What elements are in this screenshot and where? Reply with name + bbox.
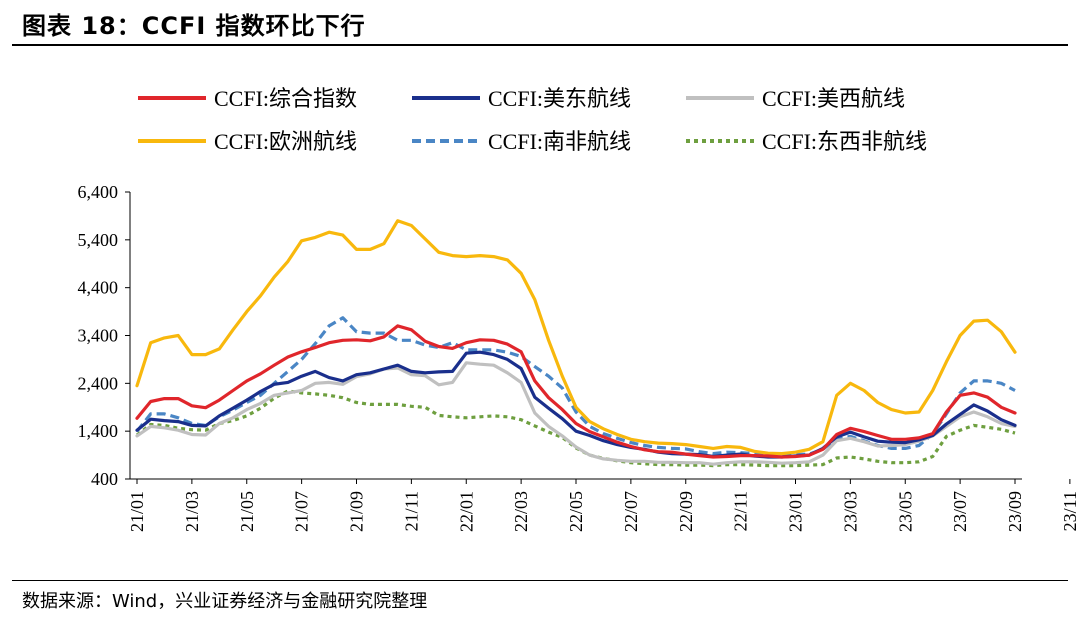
legend: CCFI:综合指数 CCFI:美东航线 CCFI:美西航线 CCFI:欧洲航线 CCFI…	[138, 86, 927, 154]
chart-axes: 6,400 5,400 4,400 3,400 2,400 1,400 400 21/01 21…	[78, 182, 1080, 532]
x-tick-label: 23/07	[950, 491, 970, 532]
x-tick-label: 21/09	[347, 491, 367, 532]
x-tick-label: 21/05	[237, 491, 257, 532]
line-chart: CCFI:综合指数 CCFI:美东航线 CCFI:美西航线 CCFI:欧洲航线 CCFI…	[78, 86, 1080, 532]
x-tick-label: 21/07	[292, 491, 312, 532]
y-tick-label: 3,400	[78, 326, 119, 346]
y-tick-label: 2,400	[78, 373, 119, 393]
series-line-2	[135, 350, 1017, 459]
x-tick-label: 22/07	[621, 491, 641, 532]
x-tick-label: 23/01	[786, 491, 806, 532]
y-tick-label: 400	[91, 469, 118, 489]
x-tick-label: 22/11	[731, 491, 751, 531]
x-tick-label: 22/05	[566, 491, 586, 532]
source-note: 数据来源：Wind，兴业证券经济与金融研究院整理	[22, 591, 428, 612]
legend-label-6: CCFI:东西非航线	[762, 129, 927, 154]
legend-label-3: CCFI:美西航线	[762, 86, 905, 111]
series-line-4	[135, 219, 1017, 456]
x-tick-label: 23/09	[1005, 491, 1025, 532]
legend-label-4: CCFI:欧洲航线	[214, 129, 357, 154]
x-tick-label: 22/01	[456, 491, 476, 532]
y-tick-label: 6,400	[78, 182, 119, 202]
series-line-1	[135, 324, 1017, 459]
x-tick-label: 21/03	[182, 491, 202, 532]
x-tick-label: 22/03	[511, 491, 531, 532]
x-tick-label: 22/09	[676, 491, 696, 532]
x-tick-label: 23/11	[1060, 491, 1080, 531]
x-tick-label: 23/05	[895, 491, 915, 532]
x-tick-label: 21/01	[127, 491, 147, 532]
y-tick-label: 1,400	[78, 421, 119, 441]
x-tick-label: 23/03	[840, 491, 860, 532]
y-tick-label: 5,400	[78, 230, 119, 250]
chart-title: 图表 18：CCFI 指数环比下行	[22, 12, 366, 40]
x-tick-label: 21/11	[401, 491, 421, 531]
legend-label-5: CCFI:南非航线	[488, 129, 631, 154]
legend-label-1: CCFI:综合指数	[214, 86, 357, 111]
legend-label-2: CCFI:美东航线	[488, 86, 631, 111]
top-divider	[12, 44, 1068, 46]
bottom-divider	[12, 580, 1068, 581]
y-tick-label: 4,400	[78, 278, 119, 298]
plot-area	[135, 219, 1017, 468]
series-line-3	[135, 361, 1017, 466]
series-line-6	[136, 389, 1016, 468]
